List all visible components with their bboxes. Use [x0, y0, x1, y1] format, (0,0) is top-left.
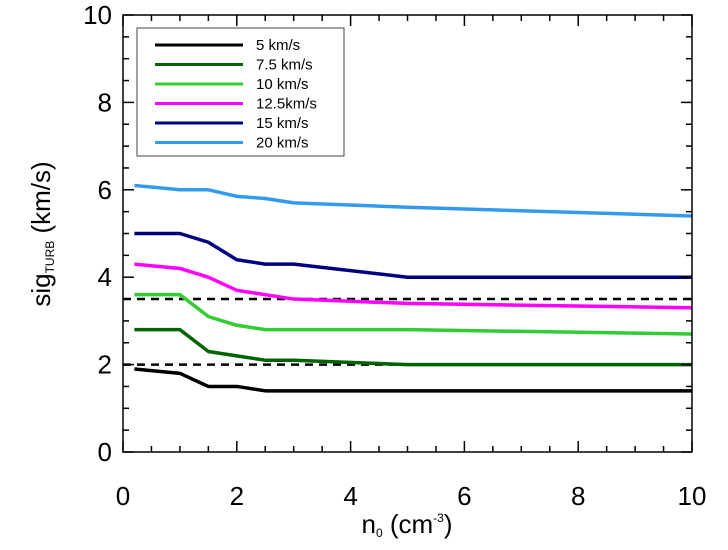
series-line-3	[134, 262, 693, 310]
x-tick-label: 6	[457, 481, 471, 511]
legend-label: 12.5km/s	[256, 96, 317, 113]
y-tick-labels: 0 2 4 6 8 10	[83, 0, 112, 467]
axis-ticks	[122, 14, 693, 453]
y-tick-label: 6	[98, 175, 112, 205]
x-axis-title: n0 (cm-3)	[361, 509, 452, 540]
y-tick-label: 0	[98, 437, 112, 467]
x-tick-label: 0	[116, 481, 130, 511]
series-line-4	[134, 231, 692, 279]
series-line-0	[134, 367, 692, 393]
x-tick-label: 4	[343, 481, 357, 511]
y-tick-label: 4	[98, 262, 112, 292]
x-tick-label: 8	[571, 481, 585, 511]
y-tick-label: 10	[83, 0, 112, 30]
y-axis-title: sigTURB (km/s)	[26, 161, 57, 306]
legend-label: 10 km/s	[256, 76, 309, 93]
series-line-1	[134, 327, 692, 367]
legend-label: 20 km/s	[256, 135, 309, 152]
y-tick-label: 2	[98, 350, 112, 380]
series-line-2	[134, 292, 693, 336]
legend-label: 5 km/s	[256, 37, 300, 54]
series-line-5	[134, 183, 693, 218]
legend-box	[136, 27, 345, 157]
legend-label: 15 km/s	[256, 115, 309, 132]
series-lines	[134, 183, 693, 393]
legend: 5 km/s 7.5 km/s 10 km/s 12.5km/s 15 km/s 20 k…	[136, 27, 345, 157]
x-tick-label: 2	[230, 481, 244, 511]
x-tick-label: 10	[678, 481, 707, 511]
x-tick-labels: 0 2 4 6 8 10	[116, 481, 707, 511]
y-tick-label: 8	[98, 87, 112, 117]
legend-label: 7.5 km/s	[256, 57, 313, 74]
